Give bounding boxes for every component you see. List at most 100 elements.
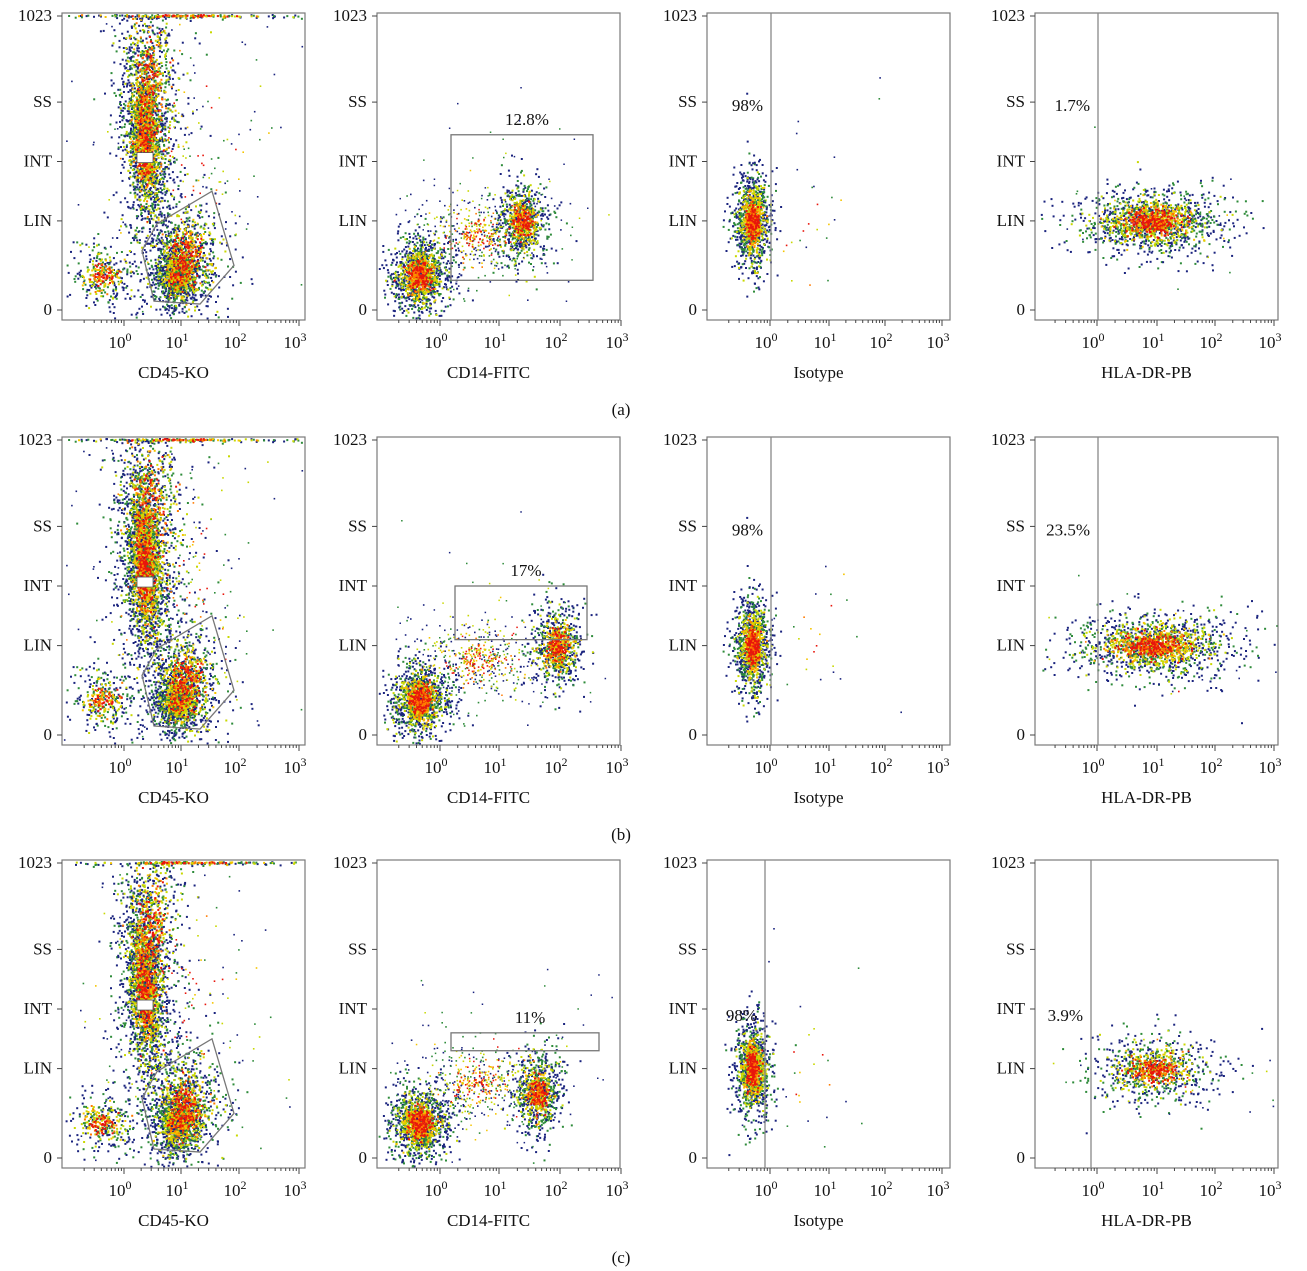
x-tick-label: 100	[109, 330, 132, 352]
y-tick-label: LIN	[339, 636, 367, 655]
cd14-gate-percent: 17%	[510, 561, 541, 580]
x-axis-title: CD14-FITC	[447, 363, 530, 382]
x-tick-label: 100	[425, 755, 448, 777]
y-tick-label: 1023	[18, 853, 52, 872]
x-tick-label: 102	[224, 330, 247, 352]
y-tick-label: 1023	[991, 853, 1025, 872]
y-tick-label: INT	[339, 152, 368, 171]
x-tick-label: 103	[927, 1178, 950, 1200]
quadrant-percent: 3.9%	[1048, 1006, 1083, 1025]
gate-marker	[137, 1000, 153, 1010]
y-tick-label: INT	[997, 152, 1026, 171]
x-tick-label: 102	[870, 755, 893, 777]
y-tick-label: 1023	[991, 6, 1025, 25]
x-axis-title: Isotype	[793, 363, 843, 382]
scatter-panel-1-3	[1042, 575, 1278, 724]
x-axis-title: HLA-DR-PB	[1101, 1211, 1192, 1230]
y-tick-label: 0	[44, 725, 53, 744]
y-tick-label: SS	[1006, 516, 1025, 535]
gate-marker	[137, 577, 153, 587]
y-tick-label: INT	[24, 152, 53, 171]
y-tick-label: 0	[44, 1148, 53, 1167]
scatter-panel-2-1	[379, 969, 613, 1168]
x-tick-label: 100	[109, 1178, 132, 1200]
y-tick-label: SS	[348, 92, 367, 111]
scatter-panel-0-1	[379, 87, 610, 320]
y-tick-label: 0	[44, 300, 53, 319]
y-tick-label: 0	[689, 725, 698, 744]
y-tick-label: SS	[348, 939, 367, 958]
x-tick-label: 103	[927, 755, 950, 777]
y-tick-label: SS	[33, 516, 52, 535]
y-tick-label: INT	[339, 576, 368, 595]
x-tick-label: 102	[870, 1178, 893, 1200]
quadrant-percent: 1.7%	[1055, 96, 1090, 115]
y-tick-label: 1023	[333, 6, 367, 25]
x-tick-label: 101	[166, 330, 189, 352]
x-tick-label: 101	[814, 755, 837, 777]
x-tick-label: 103	[1259, 1178, 1282, 1200]
x-tick-label: 101	[484, 755, 507, 777]
y-tick-label: 1023	[663, 430, 697, 449]
scatter-panel-2-3	[1053, 1014, 1274, 1135]
y-tick-label: 0	[359, 725, 368, 744]
x-axis-title: CD45-KO	[138, 363, 209, 382]
x-tick-label: 100	[1082, 330, 1105, 352]
x-tick-label: 102	[545, 755, 568, 777]
x-axis-title: CD14-FITC	[447, 1211, 530, 1230]
y-tick-label: INT	[669, 999, 698, 1018]
y-tick-label: 1023	[18, 430, 52, 449]
x-tick-label: 100	[109, 755, 132, 777]
y-tick-label: LIN	[997, 636, 1025, 655]
y-tick-label: 1023	[18, 6, 52, 25]
gate-marker	[137, 153, 153, 163]
x-tick-label: 102	[545, 1178, 568, 1200]
x-axis-title: HLA-DR-PB	[1101, 363, 1192, 382]
y-tick-label: 0	[359, 1148, 368, 1167]
y-tick-label: 1023	[663, 853, 697, 872]
y-tick-label: SS	[678, 939, 697, 958]
y-tick-label: SS	[33, 92, 52, 111]
y-tick-label: LIN	[24, 1059, 52, 1078]
cd14-gate-percent: 11%	[515, 1008, 546, 1027]
x-axis-title: CD45-KO	[138, 1211, 209, 1230]
y-tick-label: LIN	[24, 211, 52, 230]
y-tick-label: INT	[669, 152, 698, 171]
x-tick-label: 101	[166, 1178, 189, 1200]
y-tick-label: LIN	[669, 636, 697, 655]
scatter-panel-1-0	[64, 438, 303, 745]
x-tick-label: 103	[284, 330, 307, 352]
y-tick-label: INT	[669, 576, 698, 595]
x-tick-label: 102	[224, 1178, 247, 1200]
y-tick-label: INT	[997, 999, 1026, 1018]
x-tick-label: 101	[484, 1178, 507, 1200]
scatter-panel-2-0	[66, 861, 297, 1168]
row-label: (b)	[611, 825, 631, 844]
quadrant-percent: 98%	[732, 96, 763, 115]
y-tick-label: 1023	[991, 430, 1025, 449]
scatter-panel-2-2	[724, 928, 862, 1156]
x-tick-label: 102	[545, 330, 568, 352]
y-tick-label: SS	[348, 516, 367, 535]
y-tick-label: SS	[678, 516, 697, 535]
x-tick-label: 100	[1082, 1178, 1105, 1200]
cd14-gate-percent: 12.8%	[505, 110, 549, 129]
x-tick-label: 103	[284, 755, 307, 777]
y-tick-label: LIN	[669, 211, 697, 230]
y-tick-label: LIN	[669, 1059, 697, 1078]
x-tick-label: 102	[1200, 330, 1223, 352]
y-tick-label: 0	[1017, 725, 1026, 744]
y-tick-label: SS	[1006, 939, 1025, 958]
x-tick-label: 101	[1142, 330, 1165, 352]
y-tick-label: INT	[24, 576, 53, 595]
row-label: (c)	[612, 1248, 631, 1267]
y-tick-label: SS	[1006, 92, 1025, 111]
quadrant-percent: 98%	[726, 1006, 757, 1025]
plot-frame	[1035, 13, 1278, 320]
x-tick-label: 100	[755, 755, 778, 777]
row-label: (a)	[612, 400, 631, 419]
x-tick-label: 100	[425, 330, 448, 352]
scatter-panel-0-3	[1041, 126, 1265, 290]
y-tick-label: 0	[359, 300, 368, 319]
